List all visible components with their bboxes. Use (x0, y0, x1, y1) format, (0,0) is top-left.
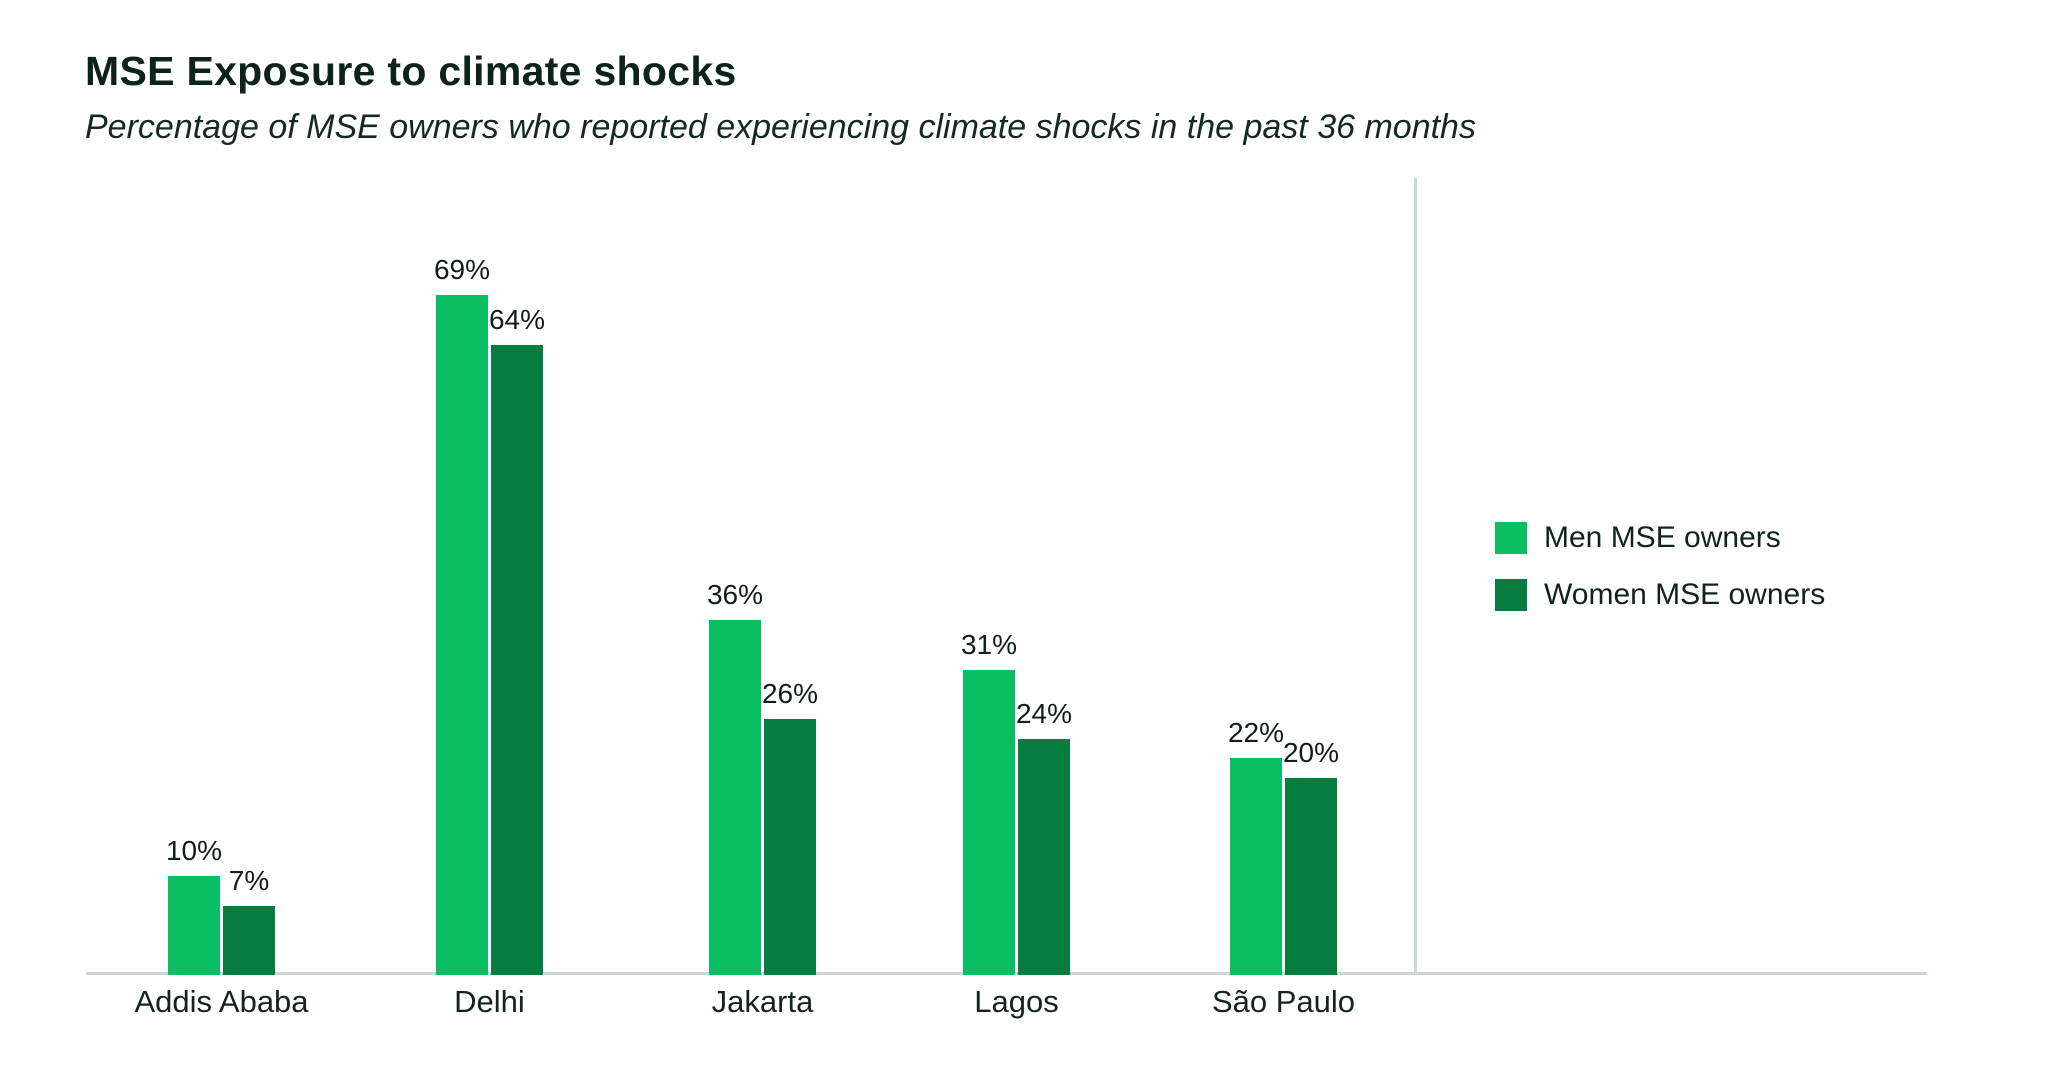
bar-addis-ababa-women-mse-owners (223, 906, 275, 975)
x-tick-label-jakarta: Jakarta (711, 984, 814, 1019)
value-label-jakarta-women-mse-owners: 26% (761, 678, 819, 709)
x-tick-label-lagos: Lagos (974, 984, 1059, 1019)
bar-delhi-men-mse-owners (436, 295, 488, 975)
x-tick-label-s-o-paulo: São Paulo (1211, 984, 1356, 1019)
bar-lagos-men-mse-owners (963, 670, 1015, 975)
bar-jakarta-men-mse-owners (709, 620, 761, 975)
bar-delhi-women-mse-owners (491, 345, 543, 975)
bar-addis-ababa-men-mse-owners (168, 876, 220, 975)
bar-lagos-women-mse-owners (1018, 739, 1070, 975)
value-label-delhi-men-mse-owners: 69% (433, 254, 491, 285)
chart-title: MSE Exposure to climate shocks (85, 48, 737, 94)
legend-item-women-mse-owners: Women MSE owners (1495, 578, 1825, 612)
x-tick-label-addis-ababa: Addis Ababa (134, 984, 309, 1019)
value-label-s-o-paulo-women-mse-owners: 20% (1282, 737, 1340, 768)
legend-swatch-women-mse-owners (1495, 579, 1527, 611)
legend-label-men-mse-owners: Men MSE owners (1544, 521, 1781, 554)
legend-label-women-mse-owners: Women MSE owners (1544, 578, 1826, 611)
value-label-lagos-men-mse-owners: 31% (960, 629, 1018, 660)
value-label-addis-ababa-women-mse-owners: 7% (228, 865, 270, 896)
legend-swatch-men-mse-owners (1495, 522, 1527, 554)
bar-s-o-paulo-men-mse-owners (1230, 758, 1282, 975)
bar-jakarta-women-mse-owners (764, 719, 816, 975)
value-label-delhi-women-mse-owners: 64% (488, 304, 546, 335)
bar-s-o-paulo-women-mse-owners (1285, 778, 1337, 975)
x-tick-label-delhi: Delhi (454, 984, 525, 1019)
chart-subtitle: Percentage of MSE owners who reported ex… (85, 108, 1476, 146)
plot-border-right-line (1414, 178, 1417, 975)
value-label-s-o-paulo-men-mse-owners: 22% (1227, 717, 1285, 748)
value-label-jakarta-men-mse-owners: 36% (706, 579, 764, 610)
value-label-addis-ababa-men-mse-owners: 10% (165, 835, 223, 866)
legend-item-men-mse-owners: Men MSE owners (1495, 521, 1825, 555)
legend: Men MSE owners Women MSE owners (1495, 521, 1825, 612)
value-label-lagos-women-mse-owners: 24% (1015, 698, 1073, 729)
